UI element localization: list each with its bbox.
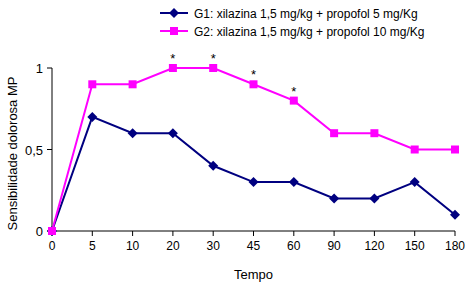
x-tick <box>213 231 214 236</box>
annotation: * <box>291 84 296 99</box>
x-tick <box>374 231 375 236</box>
x-tick-label: 30 <box>207 239 221 253</box>
y-tick-label: 0,5 <box>25 143 43 158</box>
x-tick-label: 10 <box>126 239 140 253</box>
x-tick <box>172 231 173 236</box>
x-tick <box>334 231 335 236</box>
chart: 00,5105102030456090120150180TempoSensibi… <box>0 0 466 287</box>
series-marker <box>249 177 259 187</box>
series-marker <box>410 177 420 187</box>
series-marker <box>88 80 96 88</box>
series-marker <box>168 128 178 138</box>
series-marker <box>208 161 218 171</box>
x-tick-label: 90 <box>327 239 341 253</box>
y-tick-label: 0 <box>36 224 43 239</box>
series-marker <box>329 193 339 203</box>
y-tick <box>47 68 52 69</box>
annotation: * <box>211 51 216 66</box>
y-tick-label: 1 <box>36 61 43 76</box>
plot-area <box>47 64 460 236</box>
annotation: * <box>170 51 175 66</box>
series-marker <box>450 210 460 220</box>
legend-marker <box>169 8 179 18</box>
x-tick-label: 0 <box>49 239 56 253</box>
x-tick-label: 45 <box>247 239 261 253</box>
series-marker <box>411 146 419 154</box>
series-marker <box>451 146 459 154</box>
x-tick-label: 120 <box>364 239 384 253</box>
y-axis <box>52 68 53 231</box>
page: {"chart_data": { "type": "line", "x_labe… <box>0 0 466 287</box>
series-marker <box>330 129 338 137</box>
x-tick-label: 20 <box>166 239 180 253</box>
series-line <box>52 117 455 231</box>
legend-label: G1: xilazina 1,5 mg/kg + propofol 5 mg/K… <box>194 7 418 21</box>
series-marker <box>87 112 97 122</box>
series-marker <box>369 193 379 203</box>
legend-label: G2: xilazina 1,5 mg/kg + propofol 10 mg/… <box>194 25 424 39</box>
x-tick <box>253 231 254 236</box>
x-tick <box>455 231 456 236</box>
x-tick-label: 180 <box>445 239 465 253</box>
x-tick <box>293 231 294 236</box>
annotation: * <box>251 67 256 82</box>
y-tick <box>47 149 52 150</box>
series-line <box>52 68 455 231</box>
x-tick <box>132 231 133 236</box>
x-axis-label: Tempo <box>234 267 273 282</box>
series-marker <box>48 227 56 235</box>
x-tick <box>92 231 93 236</box>
series-marker <box>370 129 378 137</box>
legend: G1: xilazina 1,5 mg/kg + propofol 5 mg/K… <box>160 7 424 39</box>
series-marker <box>129 80 137 88</box>
x-tick <box>414 231 415 236</box>
x-tick-label: 60 <box>287 239 301 253</box>
y-axis-label: Sensibilidade dolorosa MP <box>5 77 20 231</box>
series-marker <box>289 177 299 187</box>
series-marker <box>128 128 138 138</box>
legend-marker <box>170 27 178 35</box>
x-tick-label: 150 <box>405 239 425 253</box>
series-marker <box>47 226 57 236</box>
x-tick-label: 5 <box>89 239 96 253</box>
